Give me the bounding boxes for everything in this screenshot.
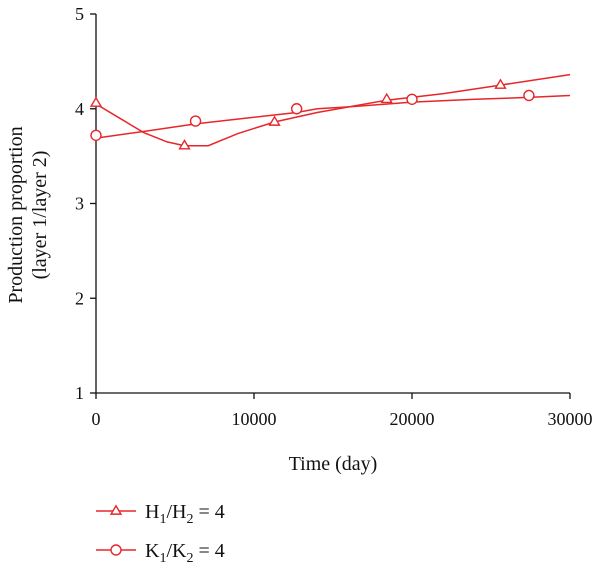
triangle-marker xyxy=(268,115,281,126)
series-line xyxy=(95,73,571,147)
x-tick-label: 10000 xyxy=(232,409,277,429)
circle-marker xyxy=(523,89,535,102)
legend-subscript: 2 xyxy=(186,512,193,527)
x-tick-label: 30000 xyxy=(548,409,593,429)
circle-marker xyxy=(189,115,202,127)
y-axis-title: Production proportion (layer 1/layer 2) xyxy=(5,126,51,303)
circle-marker xyxy=(406,93,418,105)
legend-triangle-marker xyxy=(109,504,123,515)
x-tick-label: 20000 xyxy=(390,409,435,429)
legend-subscript: 1 xyxy=(159,512,166,527)
legend: H1/H2 = 4K1/K2 = 4 xyxy=(96,501,225,566)
y-axis-title-line2: (layer 1/layer 2) xyxy=(29,151,51,280)
series-layer xyxy=(89,73,571,150)
legend-text-part: H xyxy=(145,501,159,523)
circle-marker xyxy=(90,129,102,141)
x-tick-label: 0 xyxy=(92,409,101,429)
series-2 xyxy=(90,89,571,141)
y-tick-label: 2 xyxy=(75,288,84,308)
legend-item-1: H1/H2 = 4 xyxy=(96,501,225,527)
y-axis-title-line1: Production proportion xyxy=(5,126,27,303)
legend-text-part: /H xyxy=(166,501,186,523)
y-tick-label: 3 xyxy=(75,194,84,214)
legend-label: H1/H2 = 4 xyxy=(145,501,225,527)
x-axis-title: Time (day) xyxy=(289,453,378,475)
triangle-marker xyxy=(380,92,393,104)
triangle-marker xyxy=(494,78,507,89)
legend-subscript: 1 xyxy=(159,551,166,566)
ticks: 0 10000 20000 30000 1 2 3 4 5 xyxy=(75,4,593,429)
triangle-marker xyxy=(89,96,103,107)
legend-text-part: /K xyxy=(166,540,187,562)
circle-marker xyxy=(290,103,303,115)
triangle-marker xyxy=(178,139,191,150)
legend-text-part: K xyxy=(145,540,160,562)
axes xyxy=(95,14,570,394)
legend-text-part: = 4 xyxy=(193,540,224,562)
legend-circle-marker xyxy=(110,544,122,556)
legend-subscript: 2 xyxy=(186,551,193,566)
y-tick-label: 1 xyxy=(75,383,84,403)
legend-text-part: = 4 xyxy=(193,501,224,523)
series-1 xyxy=(89,73,571,150)
series-line xyxy=(95,94,571,139)
y-tick-label: 5 xyxy=(75,4,84,24)
legend-label: K1/K2 = 4 xyxy=(145,540,225,566)
legend-item-2: K1/K2 = 4 xyxy=(96,540,225,566)
y-tick-label: 4 xyxy=(75,99,84,119)
